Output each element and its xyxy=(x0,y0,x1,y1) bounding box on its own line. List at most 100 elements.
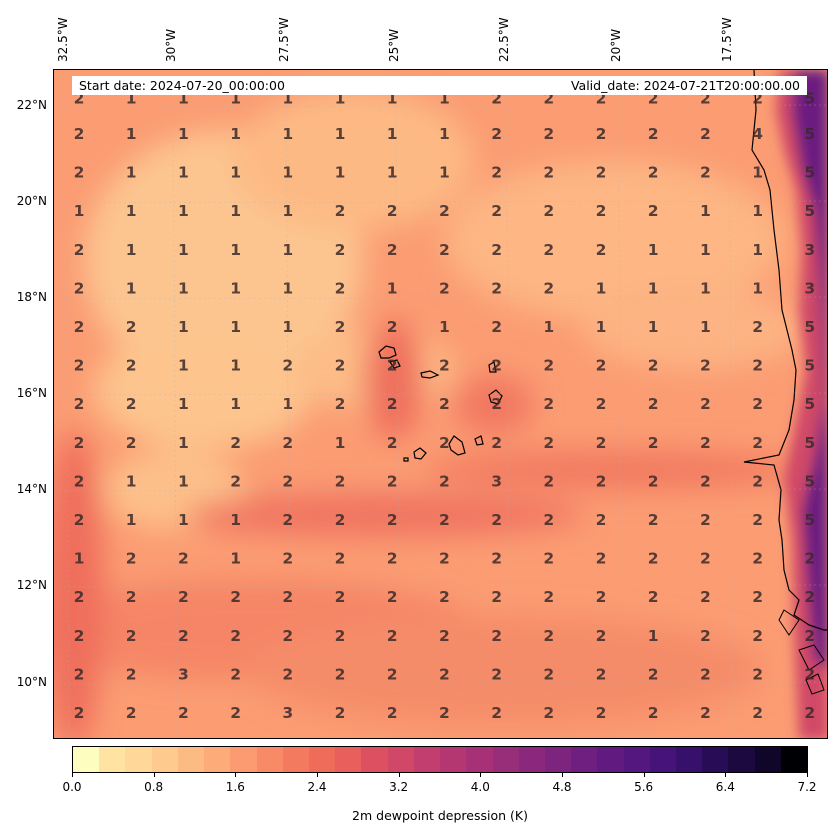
longitude-label: 32.5°W xyxy=(56,17,70,62)
grid-value: 3 xyxy=(178,665,189,683)
grid-value: 2 xyxy=(596,125,607,143)
grid-value: 1 xyxy=(126,472,137,490)
grid-value: 2 xyxy=(491,395,502,413)
colorbar-swatch xyxy=(282,747,309,772)
coastal-islet xyxy=(778,609,800,636)
grid-value: 2 xyxy=(74,125,85,143)
latitude-label: 20°N xyxy=(16,194,47,208)
colorbar-swatch xyxy=(492,747,519,772)
grid-value: 2 xyxy=(439,472,450,490)
grid-value: 1 xyxy=(752,279,763,297)
grid-value: 1 xyxy=(178,511,189,529)
grid-value: 2 xyxy=(543,125,554,143)
grid-value: 1 xyxy=(596,318,607,336)
grid-value: 2 xyxy=(387,318,398,336)
grid-value: 1 xyxy=(126,241,137,259)
colorbar-swatch xyxy=(204,747,231,772)
colorbar-swatch xyxy=(649,747,677,772)
grid-value: 1 xyxy=(439,164,450,182)
grid-value: 2 xyxy=(700,434,711,452)
grid-value: 1 xyxy=(439,125,450,143)
colorbar-tick-label: 0.0 xyxy=(62,780,82,794)
grid-value: 2 xyxy=(439,279,450,297)
meridian-line xyxy=(505,70,511,738)
grid-value: 1 xyxy=(752,241,763,259)
parallel-line xyxy=(54,200,827,204)
grid-value: 2 xyxy=(596,588,607,606)
grid-value: 2 xyxy=(178,550,189,568)
grid-value: 2 xyxy=(387,627,398,645)
grid-value: 2 xyxy=(387,202,398,220)
colorbar-swatch xyxy=(754,747,781,772)
grid-value: 1 xyxy=(700,241,711,259)
colorbar-tick-label: 3.2 xyxy=(389,780,409,794)
grid-value: 2 xyxy=(126,395,137,413)
grid-value: 1 xyxy=(178,472,189,490)
grid-value: 1 xyxy=(752,202,763,220)
grid-value-labels: 2 1 1 1 1 1 1 1 2 2 2 2 2 2 5 2 1 1 1 1 1 1 1 2 2 2 2 2 4 5 2 1 1 1 1 1 1 1 2 2… xyxy=(74,89,816,722)
latitude-label: 12°N xyxy=(16,578,47,592)
valid-date: Valid_date: 2024-07-21T20:00:00.00 xyxy=(570,78,800,93)
colorbar-swatch xyxy=(780,747,808,772)
grid-value: 2 xyxy=(752,395,763,413)
colorbar-tick-label: 7.2 xyxy=(797,780,817,794)
grid-value: 2 xyxy=(387,241,398,259)
grid-value: 2 xyxy=(543,395,554,413)
colorbar-swatch xyxy=(728,747,755,772)
colorbar-swatch xyxy=(597,747,624,772)
latitude-label: 14°N xyxy=(16,482,47,496)
graticule xyxy=(54,70,827,738)
colorbar-swatch xyxy=(99,747,126,772)
grid-value: 2 xyxy=(74,318,85,336)
grid-value: 2 xyxy=(648,511,659,529)
colorbar-tick xyxy=(398,773,400,777)
grid-value: 2 xyxy=(387,550,398,568)
grid-value: 2 xyxy=(439,588,450,606)
grid-value: 2 xyxy=(648,550,659,568)
grid-value: 2 xyxy=(700,588,711,606)
longitude-label: 27.5°W xyxy=(277,17,291,62)
grid-value: 2 xyxy=(752,665,763,683)
grid-value: 2 xyxy=(439,202,450,220)
grid-value: 1 xyxy=(282,164,293,182)
grid-value: 2 xyxy=(596,241,607,259)
grid-value: 5 xyxy=(804,318,815,336)
grid-value: 2 xyxy=(335,241,346,259)
grid-value: 1 xyxy=(543,318,554,336)
grid-value: 1 xyxy=(178,357,189,375)
colorbar-swatch xyxy=(230,747,257,772)
grid-value: 2 xyxy=(230,588,241,606)
grid-value: 1 xyxy=(126,202,137,220)
grid-value: 1 xyxy=(178,395,189,413)
grid-value: 2 xyxy=(230,434,241,452)
grid-value: 2 xyxy=(543,588,554,606)
grid-value: 1 xyxy=(648,318,659,336)
grid-value: 2 xyxy=(700,357,711,375)
grid-value: 2 xyxy=(596,89,607,107)
grid-value: 2 xyxy=(700,511,711,529)
grid-value: 1 xyxy=(387,125,398,143)
start-date: Start date: 2024-07-20_00:00:00 xyxy=(79,78,285,93)
grid-value: 2 xyxy=(126,627,137,645)
grid-value: 2 xyxy=(752,318,763,336)
colorbar-swatch xyxy=(335,747,362,772)
grid-value: 2 xyxy=(387,434,398,452)
grid-value: 2 xyxy=(74,89,85,107)
grid-value: 1 xyxy=(282,395,293,413)
grid-value: 1 xyxy=(230,164,241,182)
grid-value: 2 xyxy=(74,434,85,452)
grid-value: 5 xyxy=(804,434,815,452)
grid-value: 2 xyxy=(752,588,763,606)
grid-value: 1 xyxy=(230,511,241,529)
grid-value: 2 xyxy=(387,357,398,375)
meridian-line xyxy=(395,70,401,738)
grid-value: 2 xyxy=(439,434,450,452)
latitude-label: 16°N xyxy=(16,386,47,400)
grid-value: 2 xyxy=(648,89,659,107)
grid-value: 2 xyxy=(543,241,554,259)
grid-value: 1 xyxy=(282,125,293,143)
grid-value: 2 xyxy=(700,665,711,683)
grid-value: 2 xyxy=(700,89,711,107)
grid-value: 2 xyxy=(491,241,502,259)
parallel-line xyxy=(54,296,827,300)
